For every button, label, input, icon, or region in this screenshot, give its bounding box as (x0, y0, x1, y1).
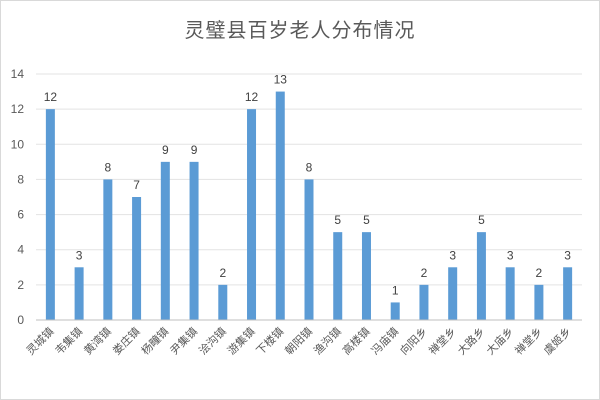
bar (476, 232, 486, 320)
x-tick-label: 黄湾镇 (81, 324, 114, 357)
chart-title: 灵璧县百岁老人分布情况 (184, 18, 416, 42)
y-axis-ticks: 0 2 4 6 8 10 12 14 (11, 67, 25, 327)
x-tick-label: 大庙乡 (483, 324, 516, 357)
x-tick-label: 游集镇 (224, 324, 257, 357)
data-label: 3 (507, 248, 514, 262)
x-tick-label: 尹集镇 (167, 324, 200, 357)
bar (160, 161, 170, 320)
data-label: 12 (44, 90, 58, 104)
bar (103, 179, 113, 320)
y-tick-label: 4 (17, 243, 24, 257)
bar (132, 197, 142, 320)
y-tick-label: 14 (11, 67, 25, 81)
bar (275, 91, 285, 320)
data-label: 2 (536, 266, 543, 280)
data-label: 3 (76, 248, 83, 262)
x-tick-label: 灵城镇 (23, 324, 56, 357)
data-label: 5 (478, 213, 485, 227)
x-tick-label: 冯庙镇 (368, 324, 401, 357)
data-label: 7 (133, 178, 140, 192)
data-label: 3 (449, 248, 456, 262)
data-label: 12 (245, 90, 259, 104)
x-tick-label: 虞姬乡 (541, 324, 574, 357)
data-label: 1 (392, 283, 399, 297)
bar (390, 302, 400, 320)
x-axis-labels: 灵城镇韦集镇黄湾镇娄庄镇杨疃镇尹集镇浍沟镇游集镇下楼镇朝阳镇渔沟镇高楼镇冯庙镇向… (23, 324, 573, 357)
y-tick-label: 2 (17, 278, 24, 292)
data-label: 9 (191, 143, 198, 157)
data-label: 5 (334, 213, 341, 227)
data-label: 8 (104, 160, 111, 174)
x-tick-label: 禅堂乡 (512, 324, 545, 357)
x-tick-label: 下楼镇 (253, 324, 286, 357)
x-tick-label: 娄庄镇 (109, 324, 142, 357)
data-label: 2 (219, 266, 226, 280)
bar (361, 232, 371, 320)
y-tick-label: 6 (17, 208, 24, 222)
y-tick-label: 8 (17, 172, 24, 186)
y-tick-label: 12 (11, 102, 25, 116)
data-label: 2 (421, 266, 428, 280)
bar (505, 267, 515, 320)
x-tick-label: 杨疃镇 (138, 324, 171, 357)
x-tick-label: 韦集镇 (52, 324, 85, 357)
bar (45, 109, 55, 321)
data-label: 8 (306, 160, 313, 174)
bar (534, 284, 544, 320)
bars (45, 91, 573, 321)
y-tick-label: 10 (11, 137, 25, 151)
bar (218, 284, 228, 320)
bar (74, 267, 84, 320)
bar (304, 179, 314, 320)
bar (448, 267, 458, 320)
data-label: 13 (274, 73, 288, 87)
x-tick-label: 大路乡 (454, 324, 487, 357)
bar (419, 284, 429, 320)
data-label: 3 (564, 248, 571, 262)
bar (333, 232, 343, 320)
bar (247, 109, 257, 321)
x-tick-label: 渔沟镇 (311, 324, 344, 357)
data-label: 5 (363, 213, 370, 227)
x-tick-label: 禅堂乡 (426, 324, 459, 357)
x-tick-label: 向阳乡 (397, 324, 430, 357)
x-tick-label: 高楼镇 (339, 324, 372, 357)
y-tick-label: 0 (17, 313, 24, 327)
data-label: 9 (162, 143, 169, 157)
bar (189, 161, 199, 320)
bar (563, 267, 573, 320)
x-tick-label: 浍沟镇 (196, 324, 229, 357)
x-tick-label: 朝阳镇 (282, 324, 315, 357)
